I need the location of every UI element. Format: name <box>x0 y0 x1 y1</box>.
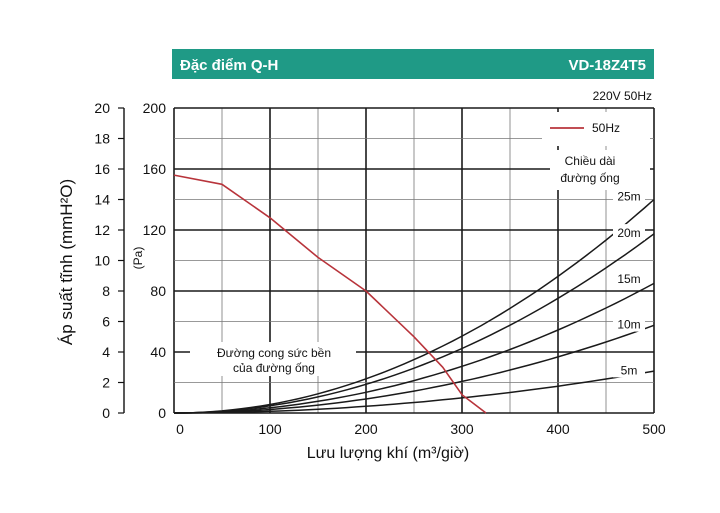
pipe-label-bg <box>613 187 645 204</box>
y-tick-mm: 4 <box>102 344 110 360</box>
y-tick-pa: 120 <box>143 222 167 238</box>
power-note: 220V 50Hz <box>593 89 652 103</box>
pipe-label-bg <box>613 361 645 378</box>
y-tick-mm: 18 <box>94 131 110 147</box>
y-tick-mm: 16 <box>94 161 110 177</box>
y-tick-mm: 2 <box>102 375 110 391</box>
pipe-label-15m: 15m <box>617 272 640 286</box>
pipe-label-bg <box>613 315 645 332</box>
pa-unit-label: (Pa) <box>131 247 145 270</box>
y-tick-mm: 12 <box>94 222 110 238</box>
pipe-label-10m: 10m <box>617 318 640 332</box>
y-tick-pa: 0 <box>158 405 166 421</box>
y-ticks-mm: 0 2 4 6 8 10 12 14 16 18 20 <box>94 100 110 421</box>
y-tick-pa: 160 <box>143 161 167 177</box>
pipe-length-title-2: đường ống <box>560 171 619 185</box>
pipe-label-bg <box>613 224 645 241</box>
pipe-length-title-1: Chiều dài <box>565 154 616 168</box>
x-tick: 400 <box>546 421 570 437</box>
y-tick-mm: 20 <box>94 100 110 116</box>
x-tick: 0 <box>176 421 184 437</box>
fan-curve <box>173 174 487 414</box>
y-tick-mm: 14 <box>94 192 110 208</box>
pipe-label-25m: 25m <box>617 190 640 204</box>
pipe-curve-10m <box>174 324 655 414</box>
y-tick-mm: 8 <box>102 283 110 299</box>
pipe-curve-note-2: của đường ống <box>233 361 315 375</box>
x-tick: 100 <box>258 421 282 437</box>
pipe-note-bg <box>190 342 356 376</box>
y-tick-pa: 200 <box>143 100 167 116</box>
x-ticks: 0 100 200 300 400 500 <box>176 421 666 437</box>
legend-label: 50Hz <box>592 121 620 135</box>
pipe-curve-25m <box>173 198 655 414</box>
pipe-curve-note-1: Đường cong sức bền <box>217 346 331 360</box>
y-axis-label: Áp suất tĩnh (mmH²O) <box>57 179 76 345</box>
x-axis-label: Lưu lượng khí (m³/giờ) <box>307 445 469 462</box>
fan-curve-50hz <box>173 174 487 414</box>
y-tick-mm: 10 <box>94 253 110 269</box>
axes <box>118 107 125 414</box>
header-title: Đặc điểm Q-H <box>180 57 278 74</box>
y-tick-pa: 40 <box>150 344 166 360</box>
pipe-curve-20m <box>173 233 655 414</box>
y-tick-mm: 0 <box>102 405 110 421</box>
pipe-curve-5m <box>174 370 655 414</box>
pipe-title-bg <box>550 150 650 190</box>
y-tick-pa: 80 <box>150 283 166 299</box>
model-number: VD-18Z4T5 <box>568 57 646 74</box>
x-tick: 200 <box>354 421 378 437</box>
legend-box <box>542 112 650 146</box>
pipe-label-bg <box>613 269 645 286</box>
header-bar <box>172 49 654 79</box>
pipe-curve-15m <box>173 282 655 414</box>
y-ticks-pa: 0 40 80 120 160 200 <box>143 100 167 421</box>
x-tick: 300 <box>450 421 474 437</box>
y-tick-mm: 6 <box>102 314 110 330</box>
pipe-curves: 25m 20m 15m 10m 5m <box>173 187 655 414</box>
pipe-label-20m: 20m <box>617 226 640 240</box>
pipe-label-5m: 5m <box>621 363 638 377</box>
x-tick: 500 <box>642 421 666 437</box>
